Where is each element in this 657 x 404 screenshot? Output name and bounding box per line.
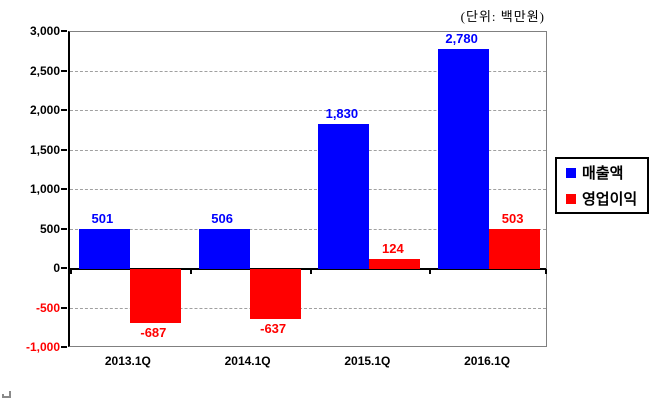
y-tick-mark (61, 69, 67, 72)
x-tick-mark (70, 269, 72, 274)
y-tick-mark (61, 267, 67, 269)
y-tick-mark (61, 306, 67, 309)
gridline (70, 189, 546, 190)
y-tick-label: 2,000 (29, 103, 60, 117)
x-axis-category-label: 2013.1Q (104, 354, 151, 368)
operating-profit-bar-value-label: 124 (382, 241, 404, 257)
x-axis-category-label: 2014.1Q (224, 354, 271, 368)
y-tick-label: -500 (35, 300, 60, 315)
y-tick-label: 1,000 (29, 182, 60, 196)
gridline (70, 307, 546, 309)
operating-profit-bar-value-label: -687 (140, 325, 167, 341)
x-tick-mark (309, 269, 312, 274)
legend-item-label: 영업이익 (582, 191, 638, 208)
revenue-bar-value-label: 506 (211, 211, 233, 227)
legend-swatch-icon (566, 167, 576, 178)
revenue-bar-value-label: 2,780 (445, 31, 478, 47)
legend-swatch-icon (566, 193, 576, 204)
x-axis-category-label: 2016.1Q (464, 354, 511, 368)
operating-profit-bar (249, 269, 301, 320)
legend-item: 매출액 (566, 162, 647, 183)
y-tick-label: -1,000 (25, 340, 60, 354)
gridline (70, 70, 546, 72)
x-tick-mark (545, 269, 547, 274)
y-tick-mark (61, 227, 67, 230)
x-axis-category-label: 2015.1Q (344, 354, 391, 368)
y-tick-label: 1,500 (29, 142, 60, 157)
x-tick-mark (429, 269, 432, 274)
y-tick-label: 500 (39, 221, 60, 236)
gridline (70, 149, 546, 151)
operating-profit-bar-value-label: -637 (260, 321, 287, 337)
operating-profit-bar (129, 269, 181, 324)
zero-axis-line (70, 268, 546, 270)
revenue-bar-value-label: 501 (91, 211, 114, 227)
gridline (70, 228, 546, 230)
unit-label: (단위: 백만원) (460, 9, 545, 24)
y-tick-mark (61, 109, 67, 111)
operating-profit-bar-value-label: 503 (501, 211, 524, 227)
corner-artifact (2, 391, 14, 400)
legend-item-label: 매출액 (582, 165, 624, 182)
revenue-bar (318, 124, 370, 269)
y-tick-mark (61, 346, 67, 348)
revenue-bar (78, 229, 130, 269)
y-tick-label: 3,000 (29, 24, 60, 38)
operating-profit-bar (489, 229, 541, 269)
revenue-bar-value-label: 1,830 (325, 106, 359, 122)
y-tick-mark (61, 188, 67, 190)
corner-artifact-mark (2, 394, 4, 397)
y-tick-label: 0 (53, 261, 60, 275)
plot-area (68, 31, 547, 347)
corner-artifact-mark (2, 396, 11, 398)
revenue-bar (438, 49, 490, 269)
operating-profit-bar (369, 259, 421, 269)
y-tick-label: 2,500 (29, 63, 60, 78)
legend-item: 영업이익 (566, 188, 647, 209)
x-tick-mark (189, 269, 192, 274)
gridline (70, 110, 546, 111)
y-tick-mark (61, 148, 67, 151)
revenue-bar (198, 229, 250, 269)
corner-artifact-mark (9, 391, 11, 398)
y-tick-mark (61, 30, 67, 32)
